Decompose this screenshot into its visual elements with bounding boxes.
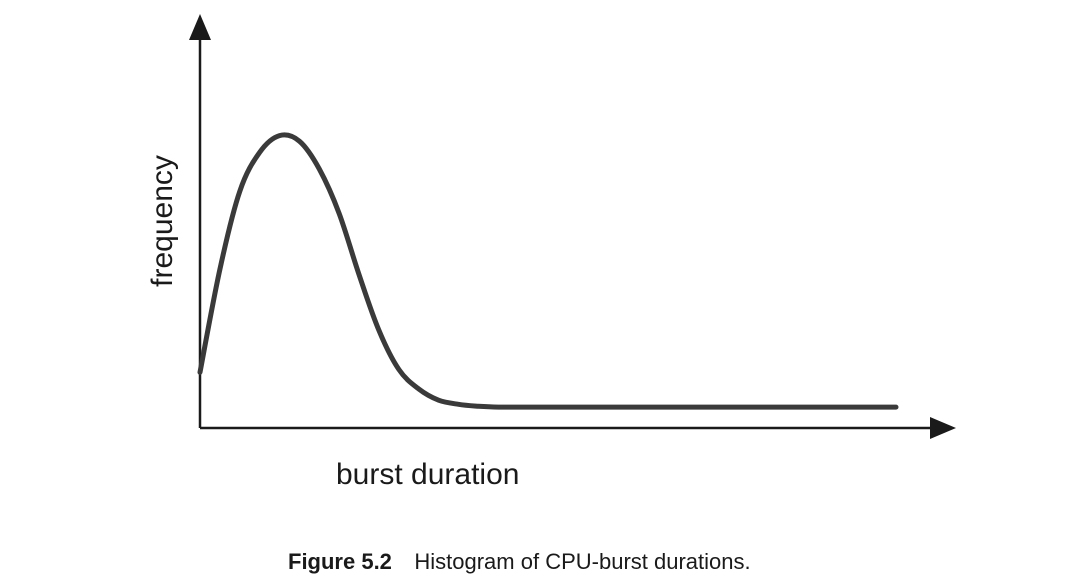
figure-caption: Figure 5.2 Histogram of CPU-burst durati… xyxy=(288,549,751,574)
x-axis-label: burst duration xyxy=(336,458,519,491)
y-axis-arrow-icon xyxy=(189,14,211,40)
figure-caption-text: Histogram of CPU-burst durations. xyxy=(414,549,750,574)
x-axis-arrow-icon xyxy=(930,417,956,439)
series-layer xyxy=(197,132,899,410)
figure-caption-number: Figure 5.2 xyxy=(288,549,392,574)
series-line-0 xyxy=(197,132,899,410)
y-axis-label: frequency xyxy=(146,155,179,287)
